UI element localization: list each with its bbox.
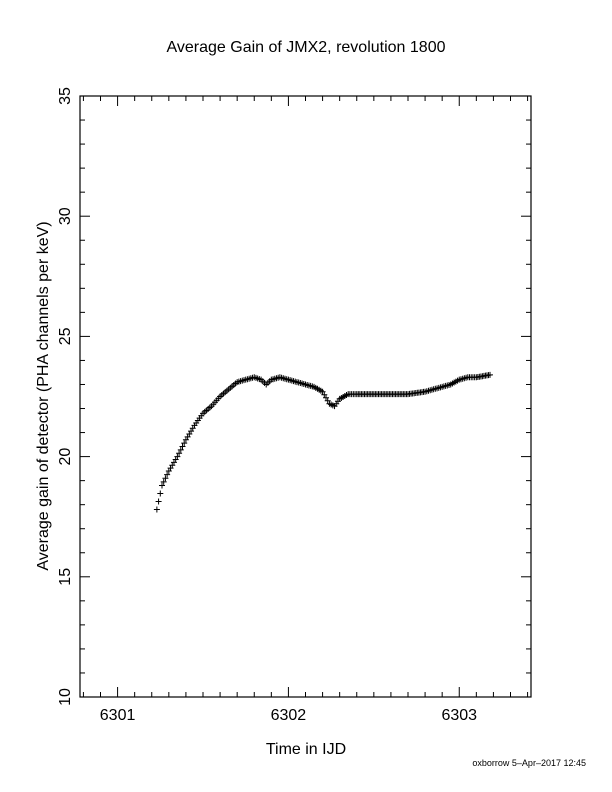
data-point — [487, 371, 493, 378]
data-point — [153, 506, 160, 513]
y-axis-label: Average gain of detector (PHA channels p… — [35, 221, 52, 570]
x-axis-label: Time in IJD — [266, 741, 346, 758]
x-tick-label: 6303 — [441, 707, 477, 724]
data-point — [174, 453, 181, 460]
data-point — [162, 475, 169, 482]
y-tick-label: 30 — [57, 207, 74, 225]
data-point — [159, 482, 165, 489]
footer-credit: oxborrow 5–Apr–2017 12:45 — [472, 758, 586, 768]
data-points — [153, 371, 493, 513]
y-tick-label: 35 — [57, 87, 74, 105]
data-point — [160, 478, 167, 485]
data-point — [181, 440, 188, 447]
y-tick-label: 20 — [57, 448, 74, 466]
x-tick-label: 6302 — [271, 707, 307, 724]
y-tick-label: 25 — [57, 327, 74, 345]
data-point — [157, 490, 164, 497]
data-point — [321, 391, 328, 398]
data-point — [319, 388, 326, 395]
data-point — [323, 394, 329, 401]
y-tick-label: 15 — [57, 568, 74, 586]
plot-frame — [79, 95, 532, 698]
axis-tick-labels: 10 15 20 25 30 35 6301 6302 6303 — [57, 87, 477, 724]
axis-ticks — [80, 95, 531, 698]
data-point — [179, 443, 186, 450]
data-point — [176, 450, 183, 457]
data-point — [164, 471, 171, 478]
x-tick-label: 6301 — [100, 707, 136, 724]
y-tick-label: 10 — [57, 688, 74, 706]
data-point — [324, 397, 331, 404]
data-point — [177, 446, 184, 453]
chart-title: Average Gain of JMX2, revolution 1800 — [167, 39, 446, 56]
data-point — [155, 498, 162, 505]
